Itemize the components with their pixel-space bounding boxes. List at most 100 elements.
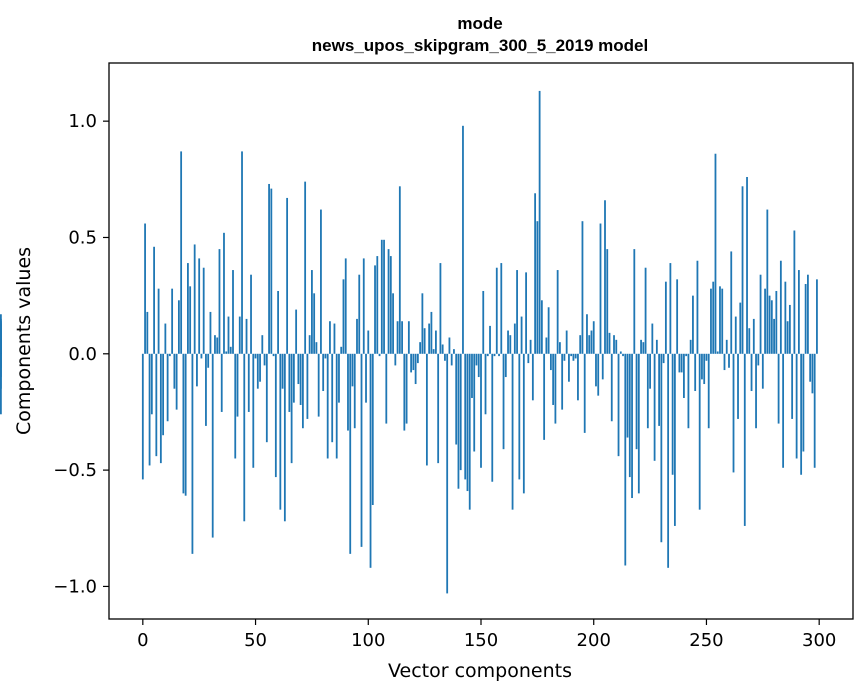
bar (732, 353, 735, 473)
bar (209, 311, 212, 354)
bar (471, 353, 473, 398)
bar (795, 353, 798, 459)
bar (353, 353, 356, 429)
bar (457, 353, 460, 489)
x-tick-label: 50 (244, 630, 267, 651)
bar (705, 353, 708, 361)
bar (624, 353, 627, 566)
bar (218, 249, 221, 354)
bar (407, 321, 410, 354)
bar (773, 318, 775, 354)
y-tick-label: −1.0 (53, 576, 97, 597)
bar (326, 353, 329, 459)
bar (561, 353, 564, 410)
bar (689, 339, 692, 354)
bar (692, 295, 694, 354)
bar (322, 353, 325, 392)
bar (274, 353, 277, 478)
bar (595, 353, 597, 387)
bar (633, 249, 636, 354)
bar (631, 353, 633, 499)
bar (570, 353, 573, 357)
bar (329, 321, 331, 354)
bar (238, 316, 241, 354)
bar (252, 353, 255, 468)
bar (216, 337, 219, 354)
bar (507, 330, 509, 354)
bar (504, 353, 507, 378)
bar (511, 353, 514, 510)
bar (313, 293, 316, 354)
x-tick-label: 200 (577, 630, 611, 651)
bar (306, 353, 309, 419)
bar (365, 353, 367, 403)
bar (678, 353, 681, 373)
bar (189, 286, 192, 354)
bar (617, 353, 620, 457)
bar (809, 353, 812, 382)
bar (484, 353, 487, 415)
bar (559, 342, 561, 354)
bar (604, 200, 606, 354)
bar (764, 288, 766, 354)
bar (725, 339, 728, 354)
bar (432, 349, 435, 354)
bar (788, 304, 791, 354)
bar (698, 353, 701, 510)
bar (342, 279, 345, 354)
bar (655, 339, 658, 354)
x-tick-label: 100 (351, 630, 385, 651)
bar (730, 251, 733, 354)
bar (0, 353, 2, 415)
bar (572, 353, 575, 361)
bar (500, 263, 503, 354)
bar (270, 188, 273, 354)
bar (202, 267, 205, 354)
bar (577, 353, 579, 401)
bar (297, 353, 300, 385)
bar (800, 353, 803, 475)
bar (430, 311, 433, 354)
bar (644, 267, 647, 354)
bar (398, 186, 401, 354)
bar (619, 351, 622, 354)
bar (563, 353, 566, 361)
bar (256, 353, 259, 389)
bar (459, 353, 462, 471)
bar (816, 279, 818, 354)
bar (579, 335, 582, 354)
bar-series (0, 90, 818, 594)
bar (453, 349, 455, 354)
bar (317, 353, 320, 417)
bar (716, 351, 719, 354)
bar (207, 353, 210, 368)
bar (660, 353, 663, 543)
y-tick-label: 1.0 (68, 111, 97, 132)
bar (608, 332, 611, 354)
bar (811, 353, 814, 394)
bar (196, 353, 198, 387)
bar (707, 353, 710, 429)
bar (685, 353, 688, 357)
y-axis: −1.0 −0.5 0.0 0.5 1.0 (53, 111, 109, 597)
bar (446, 353, 449, 594)
bar (383, 239, 385, 354)
y-axis-label: Components values (13, 247, 35, 435)
bar (748, 328, 751, 354)
bar (347, 353, 349, 431)
bar (531, 353, 534, 401)
bar (374, 265, 376, 354)
bar (229, 346, 232, 354)
bar (545, 337, 548, 354)
bar (552, 353, 555, 405)
bar (777, 353, 780, 424)
bar (439, 263, 442, 354)
bar (241, 151, 243, 354)
bar (311, 270, 313, 354)
bar (721, 288, 724, 354)
bar (583, 353, 586, 433)
bar (766, 209, 769, 354)
bar (680, 353, 683, 373)
bar (392, 293, 394, 354)
bar (277, 290, 279, 354)
